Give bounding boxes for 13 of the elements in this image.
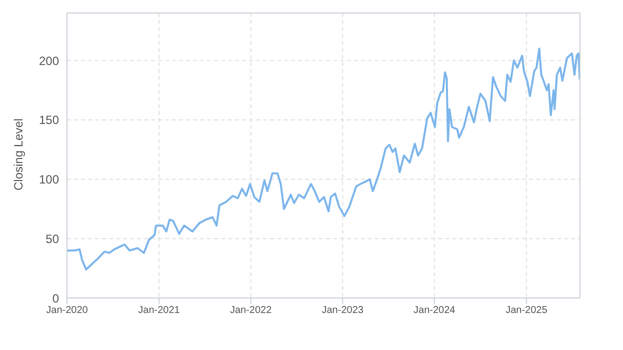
x-tick-label: Jan-2023 <box>322 305 364 316</box>
y-tick-label: 200 <box>38 54 60 68</box>
y-axis-title: Closing Level <box>11 118 26 190</box>
y-tick-label: 150 <box>38 113 60 128</box>
line-series <box>67 48 580 270</box>
x-tick-label: Jan-2025 <box>506 305 548 316</box>
x-tick-label: Jan-2021 <box>138 305 180 316</box>
y-tick-label: 100 <box>38 172 60 187</box>
y-tick-label: 50 <box>46 232 60 246</box>
x-tick-label: Jan-2022 <box>230 305 272 316</box>
x-tick-label: Jan-2024 <box>414 305 456 316</box>
x-tick-label: Jan-2020 <box>46 305 88 316</box>
y-tick-label: 0 <box>52 291 60 306</box>
